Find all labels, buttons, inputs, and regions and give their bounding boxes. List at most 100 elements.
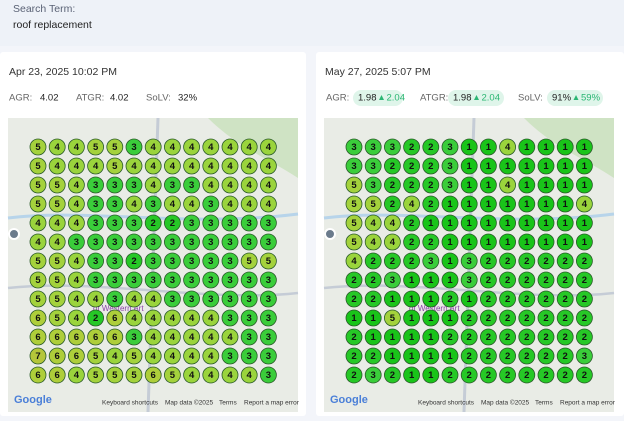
rank-dot	[202, 138, 220, 156]
rank-dot	[460, 309, 478, 327]
rank-dot	[125, 138, 143, 156]
rank-label: 6	[112, 313, 117, 324]
rank-dot	[144, 138, 162, 156]
rank-label: 1	[524, 199, 530, 210]
rank-dot	[422, 309, 440, 327]
rank-dot	[403, 233, 421, 251]
rank-dot	[87, 290, 104, 308]
rank-dot	[29, 271, 47, 289]
metric-value: 4.02	[40, 93, 59, 104]
rank-dot	[479, 347, 497, 365]
rank-label: 6	[55, 332, 60, 343]
rank-label: 2	[409, 142, 414, 153]
rank-label: 4	[74, 294, 80, 305]
rank-label: 1	[582, 237, 588, 248]
rank-label: 2	[505, 313, 510, 324]
rank-label: 1	[582, 180, 588, 191]
rank-dot	[202, 252, 220, 270]
rank-dot	[383, 328, 401, 346]
rank-dot	[68, 328, 85, 346]
rank-label: 4	[55, 237, 61, 248]
rank-label: 4	[170, 332, 176, 343]
rank-label: 3	[227, 256, 232, 267]
rank-label: 3	[131, 275, 136, 286]
rank-dot	[183, 328, 201, 346]
rank-dot	[364, 233, 382, 251]
rank-label: 6	[35, 313, 40, 324]
rank-label: 4	[74, 370, 80, 381]
rank-dot	[556, 138, 574, 156]
metric-value: 32%	[178, 93, 198, 104]
rank-dot	[460, 366, 478, 384]
rank-label: 5	[55, 313, 61, 324]
rank-label: 4	[390, 218, 396, 229]
rank-label: 4	[131, 313, 137, 324]
rank-dot	[202, 157, 220, 175]
rank-label: 5	[390, 313, 396, 324]
rank-dot	[240, 309, 258, 327]
rank-label: 1	[467, 199, 473, 210]
rank-dot	[221, 195, 239, 213]
rank-label: 3	[266, 275, 271, 286]
rank-label: 4	[151, 180, 157, 191]
rank-dot	[537, 138, 555, 156]
rank-dot	[537, 309, 555, 327]
rank-label: 4	[505, 142, 511, 153]
rank-label: 2	[563, 332, 568, 343]
rank-label: 6	[35, 332, 40, 343]
rank-label: 4	[74, 161, 80, 172]
rank-dot	[87, 271, 104, 289]
rank-dot	[518, 214, 536, 232]
rank-label: 3	[112, 256, 117, 267]
rank-dot	[383, 252, 401, 270]
rank-dot	[479, 233, 497, 251]
rank-label: 6	[74, 351, 79, 362]
rank-dot	[422, 195, 440, 213]
rank-label: 5	[35, 294, 41, 305]
rank-label: 3	[227, 294, 232, 305]
rank-dot	[183, 366, 201, 384]
rank-dot	[499, 195, 517, 213]
rank-dot	[518, 290, 536, 308]
rank-label: 2	[151, 218, 156, 229]
metric-change: 2.04	[482, 93, 501, 104]
rank-dot	[163, 214, 181, 232]
rank-dot	[576, 176, 593, 194]
map-pin	[8, 228, 20, 240]
rank-dot	[221, 252, 239, 270]
rank-dot	[499, 252, 517, 270]
rank-dot	[106, 157, 124, 175]
rank-dot	[240, 157, 258, 175]
rank-dot	[422, 271, 440, 289]
rank-dot	[537, 271, 555, 289]
rank-label: 2	[563, 370, 568, 381]
rank-dot	[422, 328, 440, 346]
rank-label: 3	[371, 142, 376, 153]
rank-label: 2	[505, 370, 510, 381]
rank-dot	[202, 309, 220, 327]
rank-dot	[87, 233, 104, 251]
rank-label: 1	[563, 142, 569, 153]
rank-dot	[537, 195, 555, 213]
rank-dot	[125, 233, 143, 251]
rank-dot	[68, 271, 85, 289]
metric-label: ATGR:	[420, 93, 448, 104]
rank-dot	[221, 328, 239, 346]
rank-dot	[518, 309, 536, 327]
rank-dot	[125, 252, 143, 270]
rank-label: 4	[74, 275, 80, 286]
rank-label: 2	[524, 294, 529, 305]
rank-label: 2	[486, 275, 491, 286]
rank-dot	[556, 233, 574, 251]
rank-label: 2	[582, 294, 587, 305]
rank-label: 3	[390, 275, 395, 286]
rank-label: 5	[35, 256, 41, 267]
rank-label: 1	[409, 294, 415, 305]
rank-label: 2	[371, 294, 376, 305]
rank-label: 4	[93, 161, 99, 172]
rank-dot	[87, 138, 104, 156]
rank-dot	[441, 195, 459, 213]
rank-label: 4	[74, 199, 80, 210]
rank-label: 3	[170, 237, 175, 248]
rank-dot	[460, 271, 478, 289]
